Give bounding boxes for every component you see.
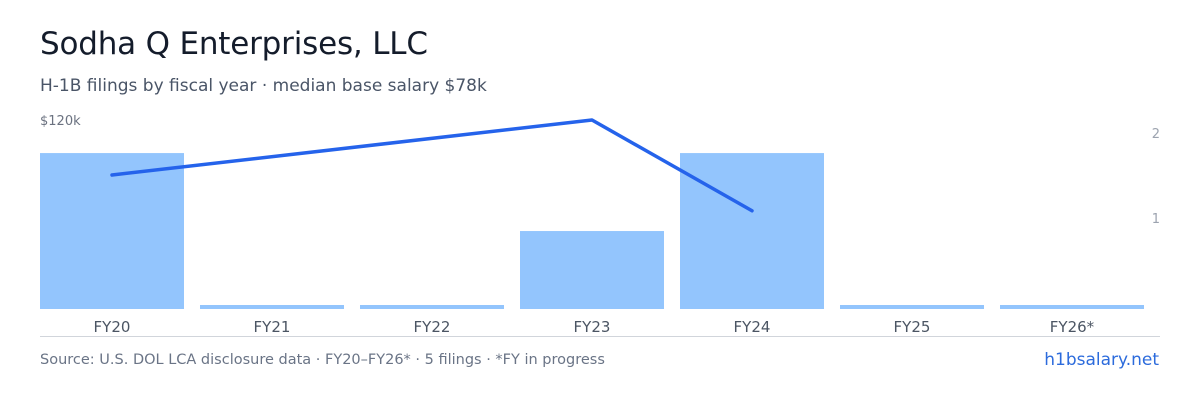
x-tick-label: FY24: [734, 318, 771, 336]
right-axis-tick-label: 2: [1152, 127, 1160, 142]
bar-fy20: [40, 153, 184, 309]
left-axis-max-label: $120k: [40, 114, 81, 129]
x-tick-label: FY20: [94, 318, 131, 336]
bar-fy25: [840, 305, 984, 309]
source-note: Source: U.S. DOL LCA disclosure data · F…: [40, 352, 605, 368]
bar-fy23: [520, 231, 664, 309]
chart-subtitle: H-1B filings by fiscal year · median bas…: [40, 76, 487, 96]
bar-fy21: [200, 305, 344, 309]
x-tick-label: FY23: [574, 318, 611, 336]
x-tick-label: FY26*: [1050, 318, 1095, 336]
brand-link[interactable]: h1bsalary.net: [1044, 350, 1159, 370]
x-tick-label: FY22: [414, 318, 451, 336]
bar-fy22: [360, 305, 504, 309]
salary-line: [110, 118, 754, 213]
x-tick-label: FY25: [894, 318, 931, 336]
bar-fy24: [680, 153, 824, 309]
bar-fy26: [1000, 305, 1144, 309]
x-tick-label: FY21: [254, 318, 291, 336]
right-axis-tick-label: 1: [1152, 212, 1160, 227]
chart-title: Sodha Q Enterprises, LLC: [40, 26, 428, 62]
